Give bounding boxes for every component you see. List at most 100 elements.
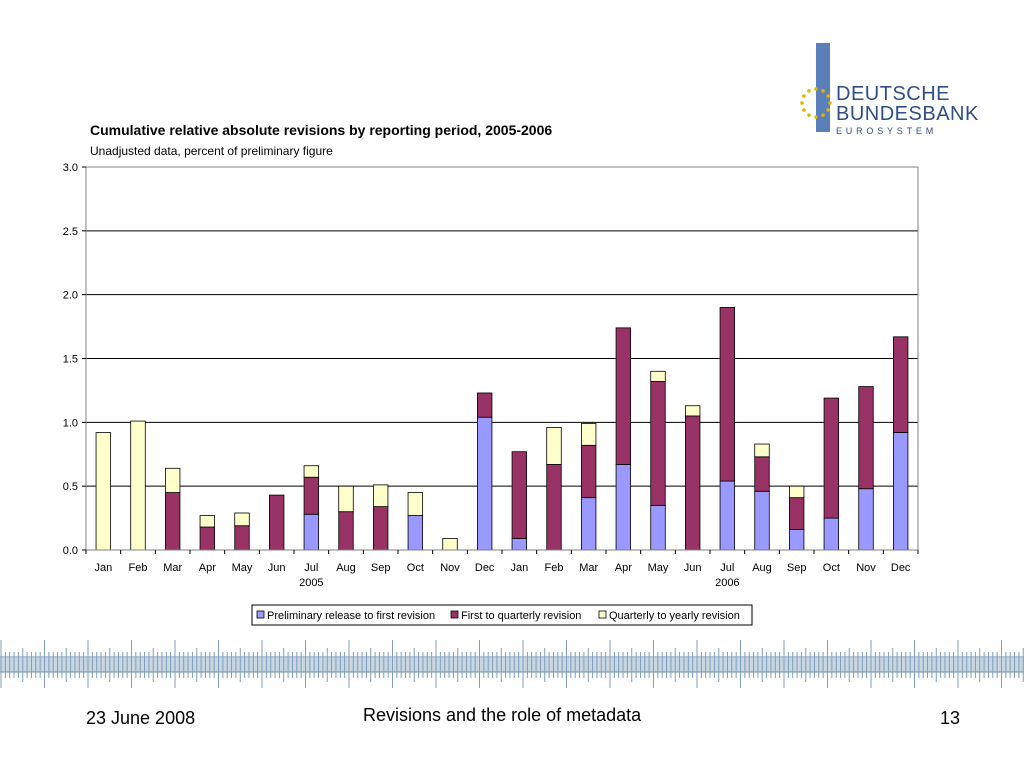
bar-segment-quarterly-to-yearly [199,515,216,528]
bar-segment-first-to-quarterly [476,392,493,418]
y-tick-label: 1.5 [63,354,78,366]
x-tick-label: Sep [787,562,807,574]
bar-segment-quarterly-to-yearly [303,465,320,478]
x-tick-label: Dec [475,562,495,574]
legend-label: Preliminary release to first revision [267,610,435,622]
star-dot [826,94,830,98]
x-tick-label: May [232,562,253,574]
bar-segment-first-to-quarterly [788,497,805,530]
x-tick-label: Nov [856,562,876,574]
x-tick-label: Apr [199,562,216,574]
bar-segment-preliminary [511,538,528,551]
bar-segment-first-to-quarterly [650,381,666,506]
x-tick-label: Apr [615,562,632,574]
bar-segment-quarterly-to-yearly [684,405,701,417]
x-tick-label: Jan [510,562,528,574]
y-tick-label: 2.5 [63,226,78,238]
chart-title: Cumulative relative absolute revisions b… [90,122,552,138]
x-tick-label: Feb [129,562,148,574]
x-tick-label: Feb [545,562,564,574]
bar-segment-first-to-quarterly [164,492,181,551]
bar-segment-quarterly-to-yearly [650,370,666,382]
year-label: 2005 [299,577,323,589]
bar-segment-quarterly-to-yearly [164,467,181,493]
x-tick-label: Jan [94,562,112,574]
bar-segment-first-to-quarterly [580,444,597,499]
x-tick-label: Jul [720,562,734,574]
bar-segment-first-to-quarterly [823,397,840,519]
decorative-ruler-band [0,640,1024,688]
bar-segment-first-to-quarterly [858,386,874,490]
bar-segment-first-to-quarterly [372,506,389,551]
bar-segment-first-to-quarterly [615,327,632,465]
x-tick-label: Jul [304,562,318,574]
logo-line2: BUNDESBANK [836,103,979,125]
bar-segment-first-to-quarterly [511,451,528,539]
page-number: 13 [940,708,961,728]
y-tick-label: 3.0 [63,162,78,174]
bar-segment-first-to-quarterly [268,494,285,551]
x-tick-label: Jun [684,562,702,574]
x-tick-label: Oct [407,562,424,574]
x-tick-label: Sep [371,562,391,574]
bar-segment-preliminary [719,480,736,551]
bar-segment-first-to-quarterly [199,526,216,551]
bar-segment-first-to-quarterly [546,464,562,551]
legend-box [251,604,753,626]
bar-segment-preliminary [823,517,840,551]
logo-line1: DEUTSCHE [836,83,950,105]
x-tick-label: Jun [268,562,286,574]
bar-segment-preliminary [788,529,805,551]
year-label: 2006 [715,577,739,589]
ruler-band [0,658,1024,672]
bar-segment-first-to-quarterly [234,525,250,551]
star-dot [807,89,811,93]
bar-segment-first-to-quarterly [684,415,701,551]
star-dot [828,101,832,105]
star-dot [826,108,830,112]
bar-segment-quarterly-to-yearly [788,485,805,499]
logo-line3: EUROSYSTEM [836,126,937,136]
footer-date: 23 June 2008 [86,708,196,728]
x-axis: Jan Feb Mar Apr May Jun Jul Aug Sep Oct Nov Dec Jan F… [85,550,919,589]
plot-area: 0.0 0.5 1.0 1.5 2.0 2.5 3.0 Jan Feb Mar Apr May Jun… [63,162,919,589]
bar-segment-quarterly-to-yearly [580,423,597,446]
legend-label: Quarterly to yearly revision [609,610,740,622]
legend-label: First to quarterly revision [461,610,581,622]
bar-segment-quarterly-to-yearly [754,443,770,458]
bar-segment-quarterly-to-yearly [234,512,250,527]
bar-segment-preliminary [892,432,909,551]
star-dot [821,113,825,117]
x-tick-label: Aug [336,562,356,574]
legend-swatch [450,610,459,619]
bar-segment-quarterly-to-yearly [338,485,354,513]
bar-segment-preliminary [858,488,874,551]
logo-bar [816,43,830,132]
y-tick-label: 2.0 [63,290,78,302]
bar-segment-preliminary [615,464,632,551]
bundesbank-logo: DEUTSCHE BUNDESBANK EUROSYSTEM [800,43,979,136]
x-tick-label: Dec [891,562,911,574]
x-tick-label: Mar [579,562,598,574]
bar-segment-preliminary [476,416,493,551]
bar-segment-quarterly-to-yearly [372,484,389,507]
bar-segment-preliminary [580,497,597,551]
star-dot [802,94,806,98]
footer-title: Revisions and the role of metadata [363,705,642,725]
star-dot [814,87,818,91]
bar-segment-first-to-quarterly [892,336,909,433]
star-dot [802,108,806,112]
y-tick-label: 1.0 [63,417,78,429]
gridlines [86,230,918,487]
bar-segment-first-to-quarterly [338,511,354,551]
chart-subtitle: Unadjusted data, percent of preliminary … [90,144,333,158]
bar-segment-preliminary [650,504,666,551]
bar-segment-quarterly-to-yearly [442,538,458,551]
x-tick-label: May [648,562,669,574]
x-tick-label: Nov [440,562,460,574]
x-tick-label: Aug [752,562,772,574]
legend: Preliminary release to first revision Fir… [251,604,753,626]
bar-segment-first-to-quarterly [303,476,320,515]
legend-swatch [598,610,607,619]
